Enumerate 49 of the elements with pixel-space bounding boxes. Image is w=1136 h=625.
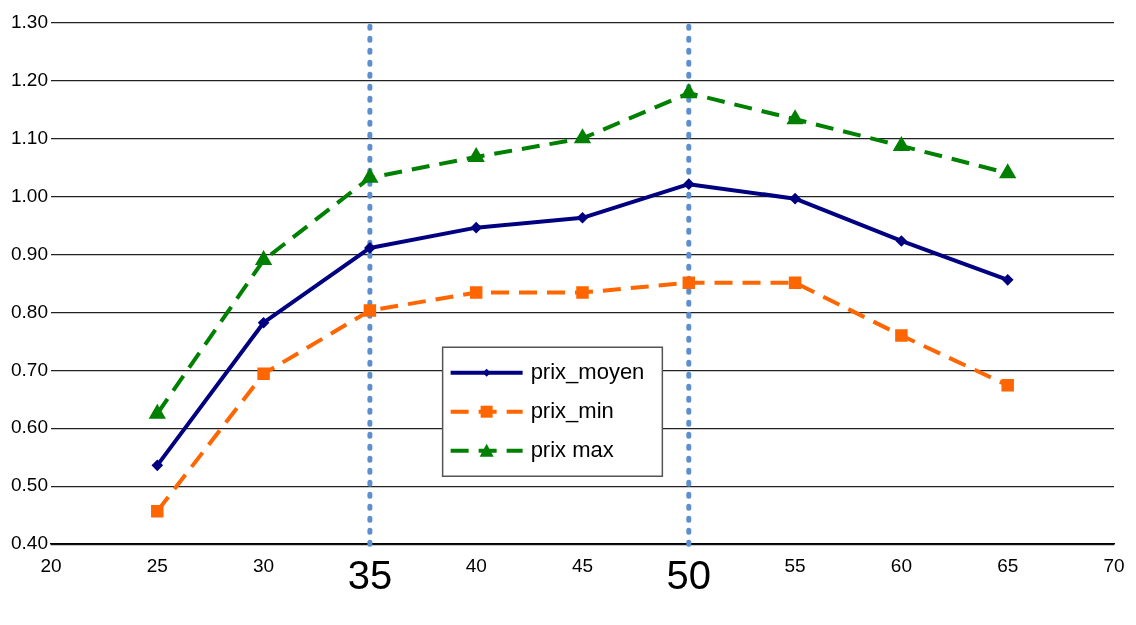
point: [894, 137, 909, 151]
point: [152, 460, 163, 471]
x-tick-label: 40: [465, 554, 487, 576]
point: [681, 85, 696, 99]
ref-line-label: 50: [666, 553, 712, 598]
point: [577, 212, 588, 223]
point: [469, 286, 483, 299]
point: [682, 276, 696, 289]
point: [364, 242, 375, 253]
point: [363, 304, 377, 317]
y-tick-label: 0.60: [11, 416, 48, 438]
point: [258, 317, 269, 328]
y-tick-label: 1.20: [11, 68, 48, 90]
legend-label: prix_moyen: [530, 358, 645, 384]
x-tick-label: 45: [571, 554, 594, 576]
point: [151, 504, 164, 518]
legend-label: prix_min: [530, 397, 614, 423]
x-tick-label: 60: [890, 554, 912, 576]
ref-line-label: 35: [347, 553, 393, 598]
point: [895, 329, 908, 342]
point: [896, 235, 907, 246]
y-tick-label: 0.90: [11, 242, 48, 264]
point: [1000, 165, 1015, 179]
point: [256, 252, 271, 266]
point: [468, 148, 484, 162]
y-tick-label: 1.10: [11, 126, 48, 148]
point: [576, 286, 589, 299]
x-tick-label: 30: [253, 554, 275, 576]
y-tick-label: 0.40: [11, 532, 48, 554]
point: [257, 367, 270, 380]
point: [790, 193, 801, 204]
y-tick-label: 1.00: [11, 184, 48, 206]
point: [787, 111, 803, 125]
x-tick-label: 20: [40, 554, 62, 576]
y-tick-label: 0.80: [11, 300, 48, 322]
legend-label: prix max: [530, 436, 614, 462]
point: [683, 179, 694, 190]
point: [1001, 379, 1014, 392]
y-tick-label: 0.50: [11, 474, 48, 496]
y-tick-label: 0.70: [11, 358, 48, 380]
point: [575, 130, 590, 144]
point: [788, 276, 802, 289]
x-tick-label: 25: [146, 554, 168, 576]
point: [471, 222, 482, 233]
x-tick-label: 70: [1103, 554, 1125, 576]
x-tick-label: 55: [784, 554, 806, 576]
x-tick-label: 65: [997, 554, 1019, 576]
y-tick-label: 1.30: [11, 10, 48, 32]
point: [1002, 274, 1013, 285]
